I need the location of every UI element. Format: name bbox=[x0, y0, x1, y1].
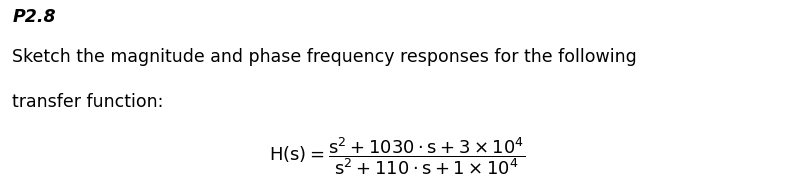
Text: $\mathregular{H(s) = \dfrac{s^2 + 1030 \cdot s + 3 \times 10^4}{s^2 + 110 \cdot : $\mathregular{H(s) = \dfrac{s^2 + 1030 \… bbox=[269, 135, 525, 177]
Text: Sketch the magnitude and phase frequency responses for the following: Sketch the magnitude and phase frequency… bbox=[12, 48, 636, 66]
Text: transfer function:: transfer function: bbox=[12, 93, 164, 111]
Text: P2.8: P2.8 bbox=[12, 8, 55, 26]
